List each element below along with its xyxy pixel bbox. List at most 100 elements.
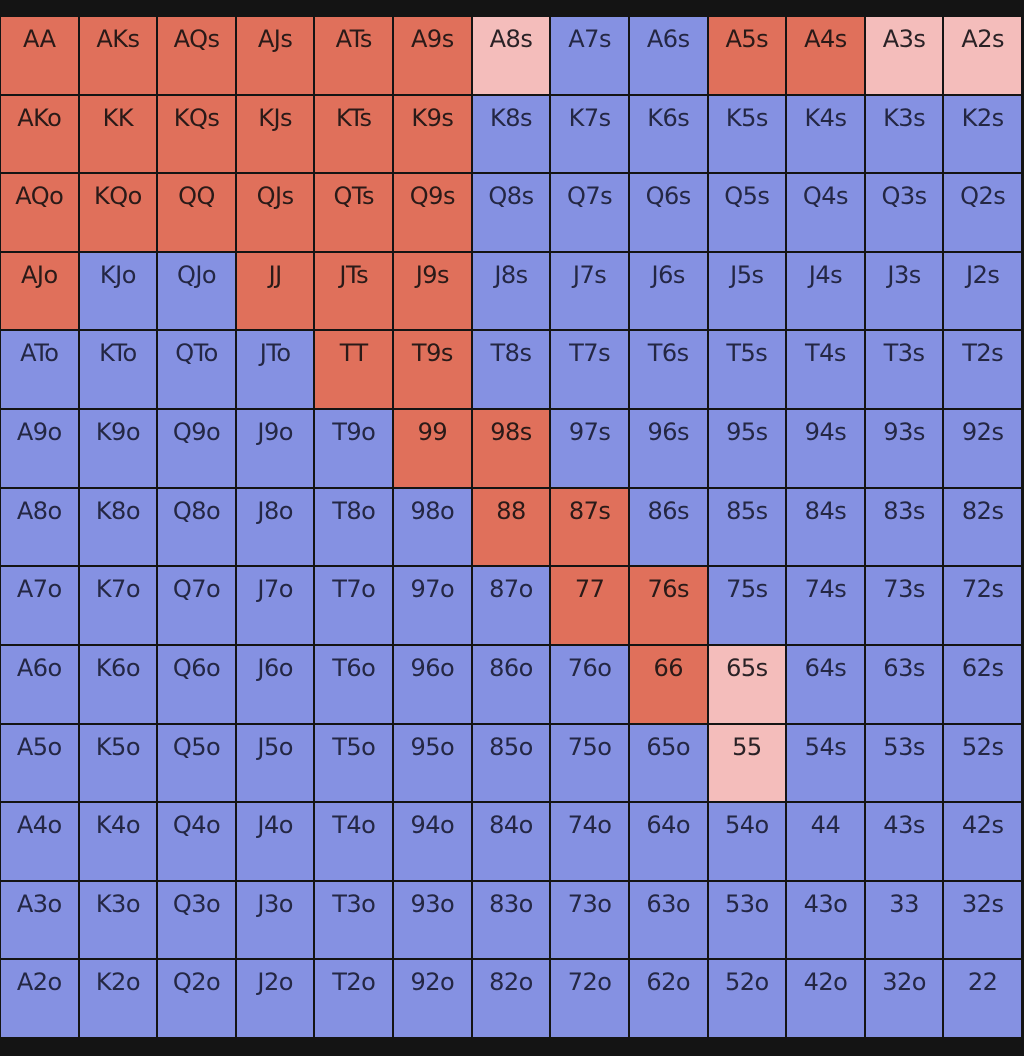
hand-cell-q7s[interactable]: Q7s [551,174,628,251]
hand-cell-33[interactable]: 33 [865,881,943,959]
hand-cell-52o[interactable]: 52o [708,960,786,1037]
hand-cell-82o[interactable]: 82o [472,960,550,1037]
hand-cell-k9o[interactable]: K9o [79,410,157,487]
hand-cell-83o[interactable]: 83o [472,881,550,959]
hand-cell-93s[interactable]: 93s [865,410,943,487]
hand-cell-75s[interactable]: 75s [708,567,786,644]
hand-cell-j5o[interactable]: J5o [236,724,314,802]
hand-cell-kk[interactable]: KK [79,95,157,173]
hand-cell-94o[interactable]: 94o [394,803,471,880]
hand-cell-a7s[interactable]: A7s [551,17,628,94]
hand-cell-qts[interactable]: QTs [315,174,393,251]
hand-cell-42s[interactable]: 42s [944,803,1021,880]
hand-cell-k9s[interactable]: K9s [394,95,471,173]
hand-cell-k3o[interactable]: K3o [79,881,157,959]
hand-cell-j4o[interactable]: J4o [236,803,314,880]
hand-cell-k2s[interactable]: K2s [944,95,1021,173]
hand-cell-k7s[interactable]: K7s [551,95,628,173]
hand-cell-j3o[interactable]: J3o [236,881,314,959]
hand-cell-73s[interactable]: 73s [865,567,943,644]
hand-cell-t5o[interactable]: T5o [315,724,393,802]
hand-cell-76s[interactable]: 76s [629,567,707,644]
hand-cell-a9o[interactable]: A9o [1,410,78,487]
hand-cell-62o[interactable]: 62o [629,960,707,1037]
hand-cell-64o[interactable]: 64o [629,803,707,880]
hand-cell-95o[interactable]: 95o [394,724,471,802]
hand-cell-85o[interactable]: 85o [472,724,550,802]
hand-cell-k5s[interactable]: K5s [708,95,786,173]
hand-cell-87o[interactable]: 87o [472,567,550,644]
hand-cell-q2o[interactable]: Q2o [158,960,235,1037]
hand-cell-ajs[interactable]: AJs [236,17,314,94]
hand-cell-kqo[interactable]: KQo [79,174,157,251]
hand-cell-k3s[interactable]: K3s [865,95,943,173]
hand-cell-t4o[interactable]: T4o [315,803,393,880]
hand-cell-a4o[interactable]: A4o [1,803,78,880]
hand-cell-t2o[interactable]: T2o [315,960,393,1037]
hand-cell-j5s[interactable]: J5s [708,252,786,330]
hand-cell-j7s[interactable]: J7s [551,252,628,330]
hand-cell-94s[interactable]: 94s [787,410,864,487]
hand-cell-j2s[interactable]: J2s [944,252,1021,330]
hand-cell-95s[interactable]: 95s [708,410,786,487]
hand-cell-22[interactable]: 22 [944,960,1021,1037]
hand-cell-a3o[interactable]: A3o [1,881,78,959]
hand-cell-65s[interactable]: 65s [708,645,786,723]
hand-cell-q5o[interactable]: Q5o [158,724,235,802]
hand-cell-72o[interactable]: 72o [551,960,628,1037]
hand-cell-t3o[interactable]: T3o [315,881,393,959]
hand-cell-86o[interactable]: 86o [472,645,550,723]
hand-cell-ako[interactable]: AKo [1,95,78,173]
hand-cell-t8o[interactable]: T8o [315,488,393,566]
hand-cell-k4o[interactable]: K4o [79,803,157,880]
hand-cell-kts[interactable]: KTs [315,95,393,173]
hand-cell-63o[interactable]: 63o [629,881,707,959]
hand-cell-j9o[interactable]: J9o [236,410,314,487]
hand-cell-j6o[interactable]: J6o [236,645,314,723]
hand-cell-k8o[interactable]: K8o [79,488,157,566]
hand-cell-kqs[interactable]: KQs [158,95,235,173]
hand-cell-j2o[interactable]: J2o [236,960,314,1037]
hand-cell-t8s[interactable]: T8s [472,331,550,409]
hand-cell-j3s[interactable]: J3s [865,252,943,330]
hand-cell-k2o[interactable]: K2o [79,960,157,1037]
hand-cell-a6o[interactable]: A6o [1,645,78,723]
hand-cell-87s[interactable]: 87s [551,488,628,566]
hand-cell-k7o[interactable]: K7o [79,567,157,644]
hand-cell-qto[interactable]: QTo [158,331,235,409]
hand-cell-96s[interactable]: 96s [629,410,707,487]
hand-cell-98o[interactable]: 98o [394,488,471,566]
hand-cell-77[interactable]: 77 [551,567,628,644]
hand-cell-q8o[interactable]: Q8o [158,488,235,566]
hand-cell-97s[interactable]: 97s [551,410,628,487]
hand-cell-k5o[interactable]: K5o [79,724,157,802]
hand-cell-t7o[interactable]: T7o [315,567,393,644]
hand-cell-54o[interactable]: 54o [708,803,786,880]
hand-cell-jj[interactable]: JJ [236,252,314,330]
hand-cell-tt[interactable]: TT [315,331,393,409]
hand-cell-ajo[interactable]: AJo [1,252,78,330]
hand-cell-99[interactable]: 99 [394,410,471,487]
hand-cell-j6s[interactable]: J6s [629,252,707,330]
hand-cell-63s[interactable]: 63s [865,645,943,723]
hand-cell-t4s[interactable]: T4s [787,331,864,409]
hand-cell-a5o[interactable]: A5o [1,724,78,802]
hand-cell-q4s[interactable]: Q4s [787,174,864,251]
hand-cell-q9o[interactable]: Q9o [158,410,235,487]
hand-cell-a8o[interactable]: A8o [1,488,78,566]
hand-cell-kjs[interactable]: KJs [236,95,314,173]
hand-cell-53o[interactable]: 53o [708,881,786,959]
hand-cell-q3s[interactable]: Q3s [865,174,943,251]
hand-cell-ats[interactable]: ATs [315,17,393,94]
hand-cell-82s[interactable]: 82s [944,488,1021,566]
hand-cell-jts[interactable]: JTs [315,252,393,330]
hand-cell-a7o[interactable]: A7o [1,567,78,644]
hand-cell-84o[interactable]: 84o [472,803,550,880]
hand-cell-a6s[interactable]: A6s [629,17,707,94]
hand-cell-54s[interactable]: 54s [787,724,864,802]
hand-cell-k8s[interactable]: K8s [472,95,550,173]
hand-cell-55[interactable]: 55 [708,724,786,802]
hand-cell-qjs[interactable]: QJs [236,174,314,251]
hand-cell-97o[interactable]: 97o [394,567,471,644]
hand-cell-44[interactable]: 44 [787,803,864,880]
